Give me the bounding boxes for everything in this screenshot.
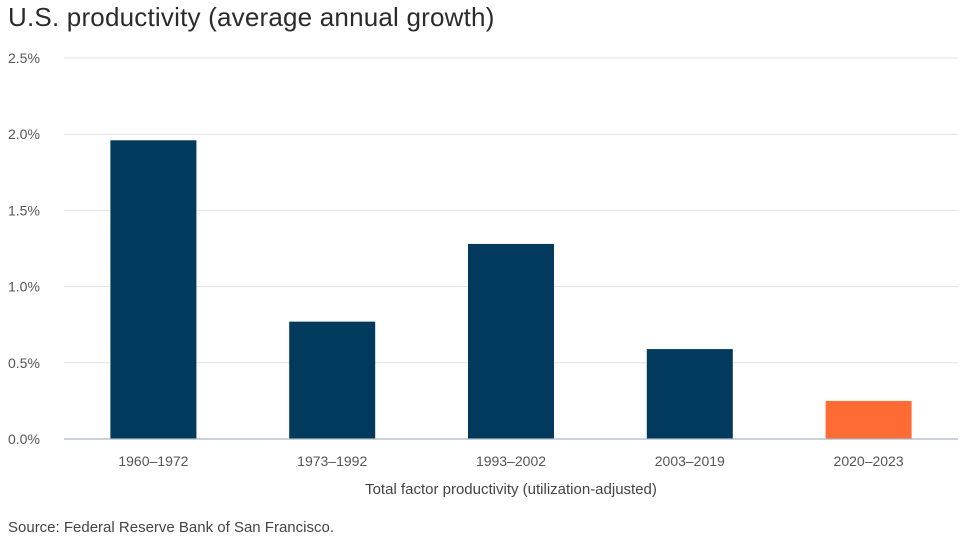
x-tick-label: 1993–2002 — [476, 453, 546, 469]
y-tick-label: 1.5% — [8, 202, 40, 218]
bar-1960–1972 — [110, 140, 197, 439]
x-tick-label: 2003–2019 — [655, 453, 725, 469]
y-axis-ticks: 0.0% 0.5% 1.0% 1.5% 2.0% 2.5% — [8, 50, 40, 447]
bars — [110, 140, 912, 439]
bar-1973–1992 — [289, 321, 376, 439]
x-tick-label: 1973–1992 — [297, 453, 367, 469]
bar-1993–2002 — [468, 243, 554, 439]
source-note: Source: Federal Reserve Bank of San Fran… — [8, 519, 334, 536]
bar-2003–2019 — [646, 349, 733, 439]
x-tick-label: 1960–1972 — [118, 453, 188, 469]
y-tick-label: 1.0% — [8, 279, 40, 295]
x-tick-label: 2020–2023 — [834, 453, 904, 469]
x-axis-label: Total factor productivity (utilization-a… — [365, 481, 657, 498]
y-tick-label: 0.0% — [8, 431, 40, 447]
y-tick-label: 2.0% — [8, 126, 40, 142]
bar-2020–2023 — [825, 400, 912, 439]
chart-title: U.S. productivity (average annual growth… — [8, 2, 495, 32]
x-axis-ticks: 1960–1972 1973–1992 1993–2002 2003–2019 2020… — [118, 453, 903, 469]
y-tick-label: 2.5% — [8, 50, 40, 66]
y-tick-label: 0.5% — [8, 355, 40, 371]
